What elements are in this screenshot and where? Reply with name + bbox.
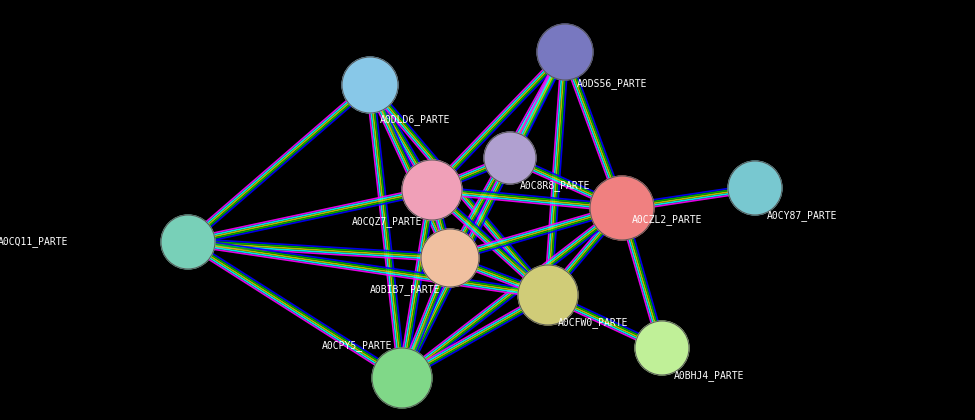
Text: A0CFW0_PARTE: A0CFW0_PARTE (558, 318, 629, 328)
Text: A0C8R8_PARTE: A0C8R8_PARTE (520, 181, 591, 192)
Circle shape (484, 132, 536, 184)
Text: A0BHJ4_PARTE: A0BHJ4_PARTE (674, 370, 745, 381)
Circle shape (402, 160, 462, 220)
Text: A0DS56_PARTE: A0DS56_PARTE (577, 79, 647, 89)
Circle shape (590, 176, 654, 240)
Circle shape (421, 229, 479, 287)
Circle shape (728, 161, 782, 215)
Circle shape (635, 321, 689, 375)
Circle shape (372, 348, 432, 408)
Text: A0CZL2_PARTE: A0CZL2_PARTE (632, 215, 703, 226)
Circle shape (161, 215, 215, 269)
Text: A0CQZ7_PARTE: A0CQZ7_PARTE (352, 217, 422, 228)
Text: A0CQ11_PARTE: A0CQ11_PARTE (0, 236, 68, 247)
Text: A0DLD6_PARTE: A0DLD6_PARTE (380, 115, 450, 126)
Circle shape (518, 265, 578, 325)
Circle shape (342, 57, 398, 113)
Text: A0CPY5_PARTE: A0CPY5_PARTE (322, 341, 392, 352)
Circle shape (537, 24, 593, 80)
Text: A0CY87_PARTE: A0CY87_PARTE (767, 210, 838, 221)
Text: A0BIB7_PARTE: A0BIB7_PARTE (370, 284, 440, 295)
